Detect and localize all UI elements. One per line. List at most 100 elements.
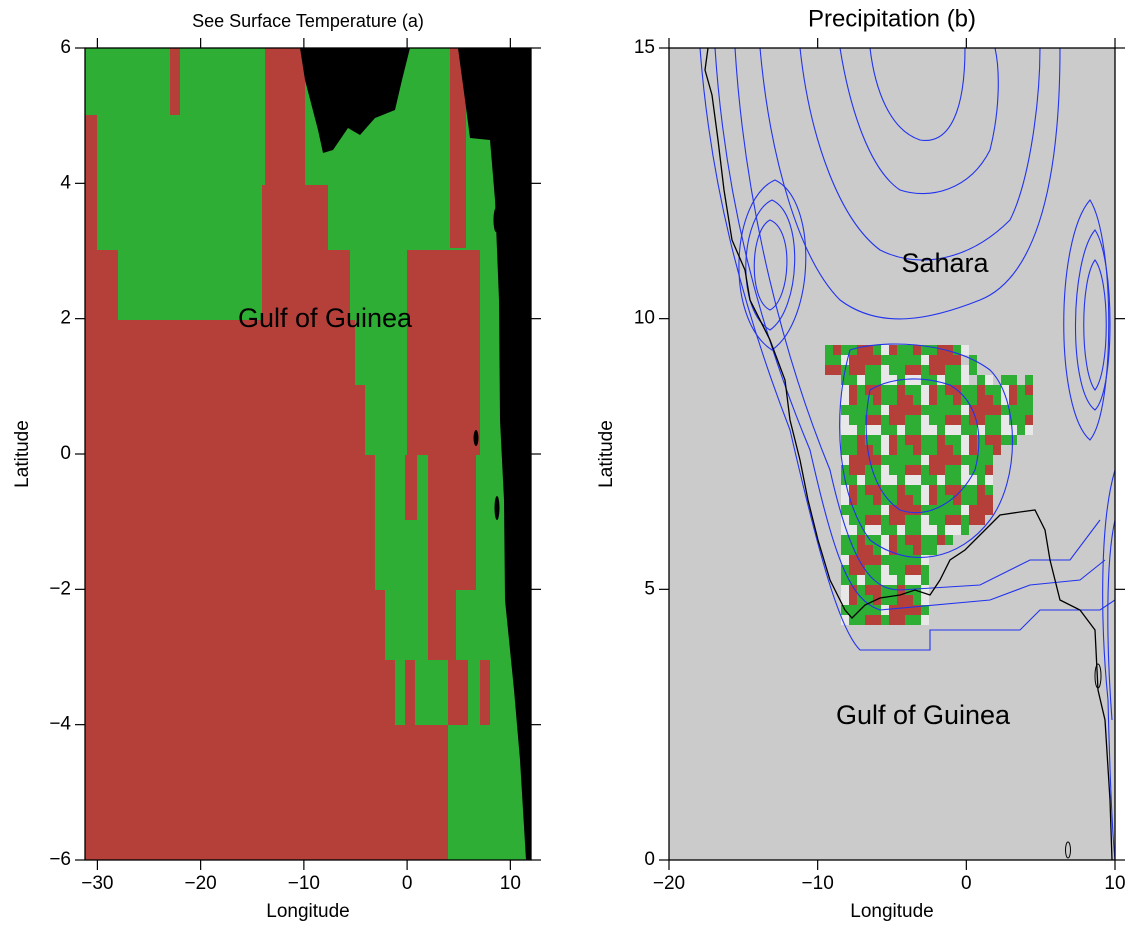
precip-cell [993, 415, 1001, 425]
x-tick-label: −20 [185, 873, 217, 894]
precip-cell [905, 475, 913, 485]
precip-cell [905, 605, 913, 615]
precip-cell [881, 615, 889, 625]
precip-cell [937, 445, 945, 455]
precip-cell [969, 485, 977, 495]
x-axis-label: Longitude [850, 901, 933, 922]
precip-cell [889, 395, 897, 405]
precip-cell [913, 375, 921, 385]
precip-cell [873, 545, 881, 555]
precip-cell [881, 405, 889, 415]
precip-cell [873, 405, 881, 415]
precip-cell [849, 405, 857, 415]
precip-cell [905, 385, 913, 395]
precip-cell [857, 475, 865, 485]
precip-cell [873, 415, 881, 425]
precip-cell [921, 385, 929, 395]
precip-cell [889, 535, 897, 545]
precip-cell [993, 385, 1001, 395]
precip-cell [873, 555, 881, 565]
precip-cell [905, 595, 913, 605]
precip-cell [849, 345, 857, 355]
y-tick-label: −6 [49, 849, 71, 870]
precip-cell [945, 345, 953, 355]
precip-cell [937, 495, 945, 505]
precip-cell [857, 545, 865, 555]
coastline [704, 48, 1113, 860]
precip-cell [841, 615, 849, 625]
precip-cell [905, 585, 913, 595]
precip-cell [873, 435, 881, 445]
precip-cell [841, 435, 849, 445]
precip-cell [937, 375, 945, 385]
precip-cell [905, 375, 913, 385]
precip-cell [849, 585, 857, 595]
precip-cell [889, 595, 897, 605]
precip-cell [889, 545, 897, 555]
precip-cell [1001, 425, 1009, 435]
precip-cell [897, 485, 905, 495]
precip-cell [865, 605, 873, 615]
y-tick-label: −4 [49, 714, 71, 735]
precip-cell [905, 345, 913, 355]
y-tick-label: 0 [644, 849, 655, 870]
precip-cell [921, 615, 929, 625]
precip-cell [889, 465, 897, 475]
precip-cell [929, 485, 937, 495]
precip-cell [1001, 435, 1009, 445]
precip-cell [865, 355, 873, 365]
precip-cell [889, 485, 897, 495]
precip-cell [921, 555, 929, 565]
precip-cell [1017, 425, 1025, 435]
precip-cell [945, 485, 953, 495]
precip-cell [857, 375, 865, 385]
precip-cell [897, 425, 905, 435]
precip-cell [841, 525, 849, 535]
precip-cell [921, 535, 929, 545]
precip-cell [1017, 385, 1025, 395]
precip-cell [865, 585, 873, 595]
precip-cell [937, 355, 945, 365]
precip-cell [937, 415, 945, 425]
precip-cell [937, 385, 945, 395]
y-tick-label: −2 [49, 578, 71, 599]
precip-cell [897, 515, 905, 525]
precip-cell [897, 475, 905, 485]
precip-cell [857, 535, 865, 545]
precip-cell [857, 385, 865, 395]
precip-cell [873, 375, 881, 385]
precip-cell [889, 445, 897, 455]
precip-cell [833, 345, 841, 355]
precip-cell [977, 505, 985, 515]
precip-cell [905, 445, 913, 455]
x-tick-label: 10 [1104, 873, 1125, 894]
precip-cell [857, 455, 865, 465]
island [1094, 663, 1102, 689]
precip-cell [865, 515, 873, 525]
precip-cell [921, 445, 929, 455]
precip-cell [961, 445, 969, 455]
precip-cell [945, 385, 953, 395]
precip-cell [873, 445, 881, 455]
precip-cell [929, 445, 937, 455]
precip-cell [913, 455, 921, 465]
precip-cell [937, 465, 945, 475]
precip-cell [881, 365, 889, 375]
precip-cell [913, 515, 921, 525]
precip-cell [865, 345, 873, 355]
precip-cell [841, 595, 849, 605]
precip-cell [889, 515, 897, 525]
precip-cell [865, 525, 873, 535]
precip-cell [849, 455, 857, 465]
precip-cell [873, 605, 881, 615]
precip-cell [897, 555, 905, 565]
precip-cell [921, 365, 929, 375]
precip-cell [929, 455, 937, 465]
precip-cell [873, 465, 881, 475]
precip-cell [921, 465, 929, 475]
precip-cell [937, 395, 945, 405]
precip-cell [881, 485, 889, 495]
precip-cell [961, 485, 969, 495]
precip-cell [889, 455, 897, 465]
precip-map [669, 48, 1115, 860]
